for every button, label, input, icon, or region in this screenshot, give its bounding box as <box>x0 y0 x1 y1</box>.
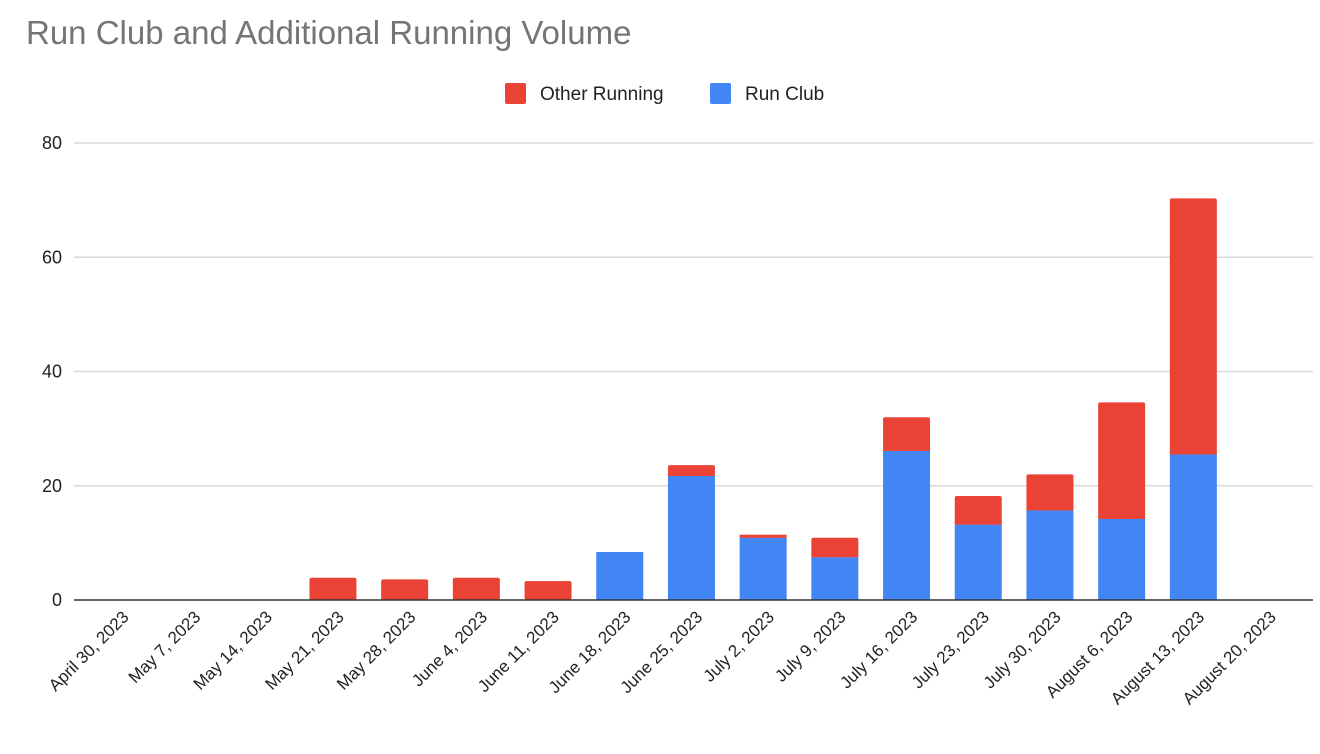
bar-other-running <box>452 577 500 600</box>
bar-run-club <box>667 476 715 600</box>
bar-run-club <box>1169 454 1217 600</box>
x-tick-label: July 2, 2023 <box>700 607 778 685</box>
bar-other-running <box>381 579 429 600</box>
legend-swatch <box>505 83 526 104</box>
y-tick-label: 60 <box>42 247 62 267</box>
y-tick-label: 0 <box>52 590 62 610</box>
bar-other-running-base <box>1026 507 1074 511</box>
y-tick-label: 80 <box>42 133 62 153</box>
legend-label: Other Running <box>540 84 664 105</box>
bar-other-running <box>1026 474 1074 511</box>
bar-other-running <box>1169 198 1217 455</box>
bar-run-club <box>883 450 931 600</box>
bar-other-running <box>954 496 1002 525</box>
y-tick-label: 20 <box>42 476 62 496</box>
bar-other-running <box>524 581 572 600</box>
bar-run-club <box>1026 510 1074 600</box>
x-tick-label: May 7, 2023 <box>125 607 205 687</box>
bar-other-running <box>883 417 931 451</box>
x-tick-label: April 30, 2023 <box>45 607 133 695</box>
bar-other-running <box>811 537 859 558</box>
bar-run-club <box>1098 518 1146 600</box>
bar-run-club <box>811 557 859 600</box>
bar-other-running-base <box>1098 515 1146 519</box>
legend-swatch <box>710 83 731 104</box>
bar-run-club <box>596 552 644 600</box>
legend-label: Run Club <box>745 84 824 105</box>
bar-run-club <box>739 537 787 600</box>
bar-other-running-base <box>739 534 787 538</box>
bar-other-running-base <box>954 521 1002 525</box>
x-tick-label: July 9, 2023 <box>771 607 849 685</box>
bar-other-running-base <box>667 473 715 477</box>
bar-other-running-base <box>811 554 859 558</box>
bar-run-club <box>954 524 1002 600</box>
chart-title: Run Club and Additional Running Volume <box>26 14 632 51</box>
bar-other-running <box>309 577 357 600</box>
bar-other-running-base <box>1169 451 1217 455</box>
bar-other-running <box>1098 402 1146 519</box>
bar-other-running-base <box>883 447 931 451</box>
y-tick-label: 40 <box>42 362 62 382</box>
